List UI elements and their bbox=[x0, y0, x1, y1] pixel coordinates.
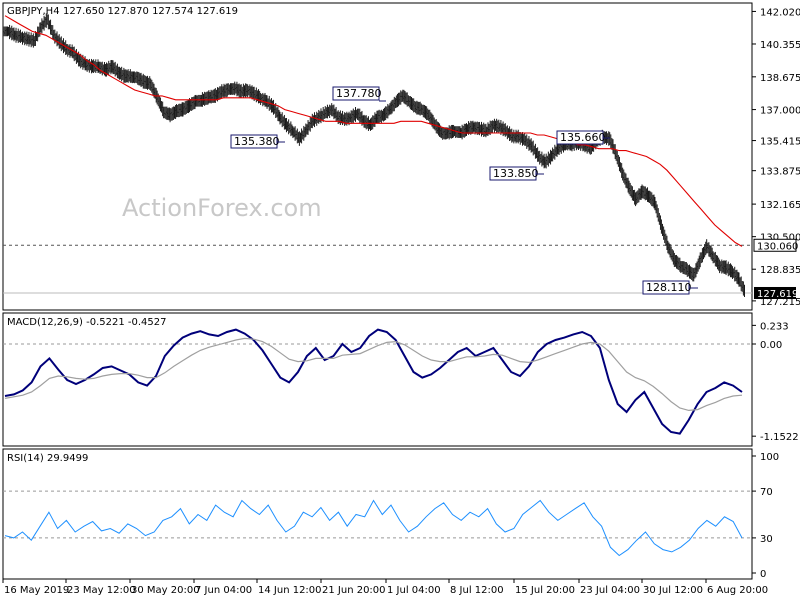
price-y-tick-label: 142.020 bbox=[760, 7, 800, 18]
rsi-panel bbox=[2, 448, 753, 580]
axis-layer: 142.020 140.355 138.675 137.000 135.415 133.8… bbox=[2, 7, 800, 596]
rsi-line bbox=[4, 499, 743, 557]
price-symbol: GBPJPY,H4 bbox=[7, 6, 60, 17]
price-y-tick-label: 137.000 bbox=[760, 106, 800, 117]
x-tick-label: 6 Aug 20:00 bbox=[707, 585, 768, 596]
hline-value-box bbox=[753, 238, 797, 252]
macd-y-tick-label: -1.1522 bbox=[760, 432, 799, 443]
watermark: ActionForex.com bbox=[122, 194, 322, 222]
hline-value-label: 130.060 bbox=[757, 241, 798, 252]
rsi-y-tick-label: 30 bbox=[760, 534, 773, 545]
macd-y-tick-label: 0.00 bbox=[760, 340, 782, 351]
moving-average-line bbox=[4, 15, 743, 247]
x-tick-label: 30 Jul 12:00 bbox=[643, 585, 703, 596]
x-tick-label: 14 Jun 12:00 bbox=[258, 585, 322, 596]
macd-panel bbox=[2, 312, 753, 447]
x-tick-label: 8 Jul 12:00 bbox=[450, 585, 504, 596]
price-y-tick-label: 133.875 bbox=[760, 167, 800, 178]
x-tick-label: 23 May 12:00 bbox=[67, 585, 136, 596]
annotation-label: 128.110 bbox=[646, 281, 692, 294]
price-y-tick-label: 127.215 bbox=[760, 297, 800, 308]
price-y-tick-label: 138.675 bbox=[760, 73, 800, 84]
macd-y-tick-label: 0.233 bbox=[760, 321, 789, 332]
annotation-label: 137.780 bbox=[336, 87, 382, 100]
macd-line bbox=[4, 328, 743, 435]
rsi-title: RSI(14) 29.9499 bbox=[7, 453, 88, 464]
x-tick-label: 21 Jun 20:00 bbox=[322, 585, 386, 596]
x-tick-label: 15 Jul 20:00 bbox=[515, 585, 575, 596]
price-panel bbox=[2, 2, 753, 311]
price-y-tick-label: 128.835 bbox=[760, 265, 800, 276]
macd-signal-line bbox=[4, 337, 743, 412]
last-price-box bbox=[754, 286, 796, 299]
x-tick-label: 16 May 2019 bbox=[4, 585, 69, 596]
rsi-layer bbox=[3, 490, 752, 557]
x-tick-label: 30 May 20:00 bbox=[131, 585, 200, 596]
price-y-tick-label: 140.355 bbox=[760, 40, 800, 51]
rsi-y-tick-label: 100 bbox=[760, 452, 779, 463]
last-price-label: 127.619 bbox=[757, 289, 798, 300]
macd-title: MACD(12,26,9) -0.5221 -0.4527 bbox=[7, 317, 167, 328]
rsi-y-tick-label: 0 bbox=[760, 569, 766, 580]
price-layer: 137.780 135.380 135.660 133.850 128.110 bbox=[3, 13, 752, 298]
price-y-tick-label: 130.500 bbox=[760, 233, 800, 244]
price-ohlc-header: 127.650 127.870 127.574 127.619 bbox=[63, 6, 238, 17]
rsi-y-tick-label: 70 bbox=[760, 487, 773, 498]
annotation-label: 135.380 bbox=[234, 135, 280, 148]
x-tick-label: 7 Jun 04:00 bbox=[195, 585, 252, 596]
price-y-tick-label: 135.415 bbox=[760, 137, 800, 148]
x-tick-label: 23 Jul 04:00 bbox=[580, 585, 640, 596]
price-y-tick-label: 132.165 bbox=[760, 200, 800, 211]
annotation-label: 133.850 bbox=[493, 167, 539, 180]
macd-layer bbox=[3, 328, 752, 435]
annotation-box bbox=[332, 86, 380, 101]
x-tick-label: 1 Jul 04:00 bbox=[387, 585, 441, 596]
annotation-label: 135.660 bbox=[560, 131, 606, 144]
